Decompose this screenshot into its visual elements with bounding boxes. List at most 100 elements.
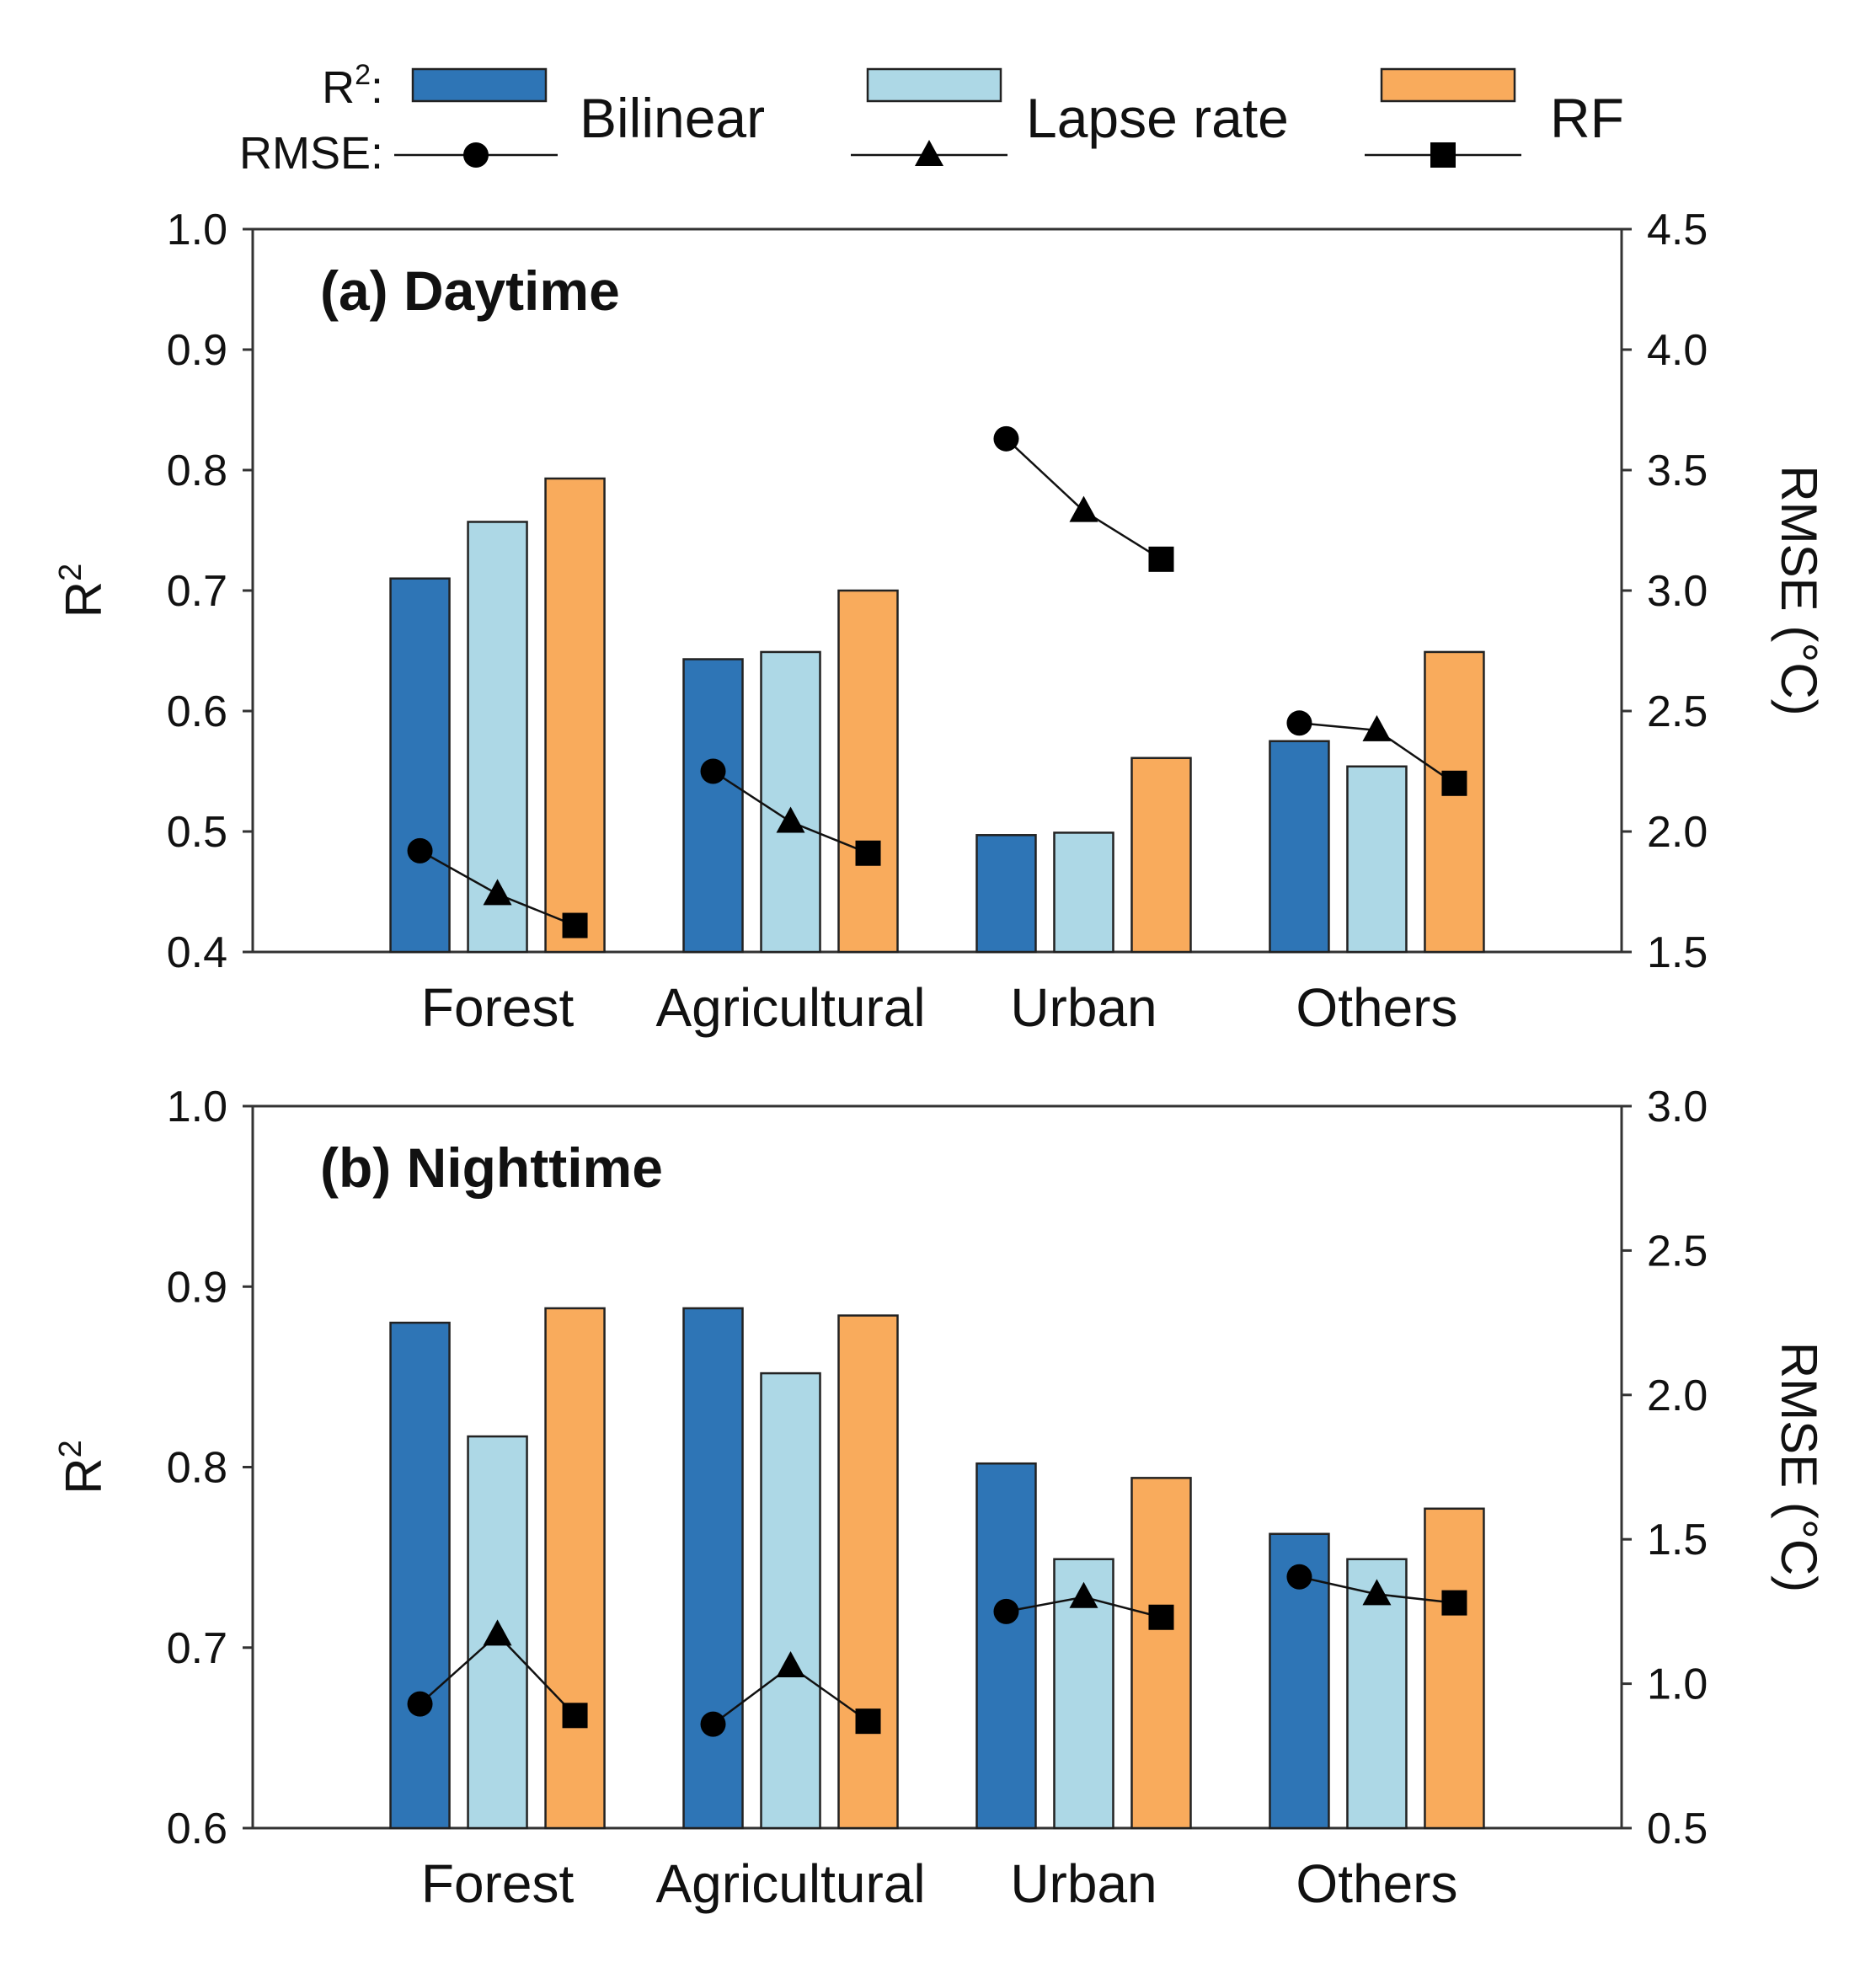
y2-tick-label: 2.0 (1647, 808, 1708, 857)
y2-axis-title: RMSE (°C) (1771, 1342, 1827, 1592)
bar-bilinear (1269, 740, 1330, 954)
rmse-point-rf (562, 912, 588, 938)
bar-bilinear (389, 1321, 451, 1830)
category-label: Agricultural (655, 1853, 925, 1914)
y2-axis-title: RMSE (°C) (1771, 465, 1827, 715)
category-label: Others (1296, 977, 1457, 1038)
y2-tick-label: 3.5 (1647, 446, 1708, 495)
rmse-point-bilinear (993, 1598, 1019, 1624)
category-label: Forest (421, 977, 575, 1038)
y-tick-label: 0.5 (167, 808, 227, 857)
rmse-point-lapse-rate (1069, 1581, 1098, 1608)
bar-bilinear (975, 834, 1037, 954)
rmse-point-rf (1441, 1590, 1467, 1616)
category-group-others: Others (1269, 650, 1485, 1038)
plot-frame (251, 1104, 1623, 1830)
rmse-point-bilinear (407, 837, 433, 864)
category-group-agricultural: Agricultural (655, 589, 926, 1038)
y2-tick-label: 3.0 (1647, 1083, 1708, 1131)
category-label: Agricultural (655, 977, 925, 1038)
y2-tick-label: 1.5 (1647, 928, 1708, 977)
bar-lapse-rate (760, 650, 821, 954)
category-label: Urban (1010, 1853, 1157, 1914)
rmse-point-lapse-rate (776, 1651, 805, 1678)
rmse-point-bilinear (1286, 710, 1312, 736)
y2-tick-label: 1.0 (1647, 1660, 1708, 1709)
bar-rf (1130, 757, 1192, 954)
y-tick-label: 1.0 (167, 206, 227, 254)
y2-tick-label: 2.5 (1647, 687, 1708, 736)
y-tick-label: 0.7 (167, 567, 227, 616)
rmse-point-bilinear (993, 425, 1019, 452)
category-group-agricultural: Agricultural (655, 1307, 926, 1914)
y2-tick-label: 4.0 (1647, 326, 1708, 375)
bar-bilinear (682, 658, 744, 954)
category-group-others: Others (1269, 1507, 1485, 1914)
rmse-point-rf (562, 1703, 588, 1729)
bar-rf (1130, 1477, 1192, 1830)
bar-lapse-rate (1346, 765, 1408, 954)
rmse-point-lapse-rate (483, 879, 512, 906)
rmse-point-lapse-rate (1362, 1579, 1392, 1606)
legend-swatch (866, 67, 1002, 103)
rmse-point-bilinear (407, 1691, 433, 1717)
category-group-urban: Urban (975, 425, 1192, 1038)
legend-rmse-key: RMSE: (239, 128, 383, 179)
bar-rf (1424, 1507, 1485, 1830)
bar-rf (837, 589, 899, 954)
bar-rf (544, 1307, 606, 1830)
y-tick-label: 0.9 (167, 1263, 227, 1312)
y-tick-label: 0.8 (167, 446, 227, 495)
category-label: Urban (1010, 977, 1157, 1038)
panel-title: (b) Nighttime (320, 1136, 663, 1199)
plot-frame (251, 227, 1623, 954)
rmse-point-lapse-rate (1362, 714, 1392, 741)
panel-title: (a) Daytime (320, 259, 620, 322)
y2-tick-label: 1.5 (1647, 1516, 1708, 1564)
rmse-point-rf (1148, 546, 1174, 572)
rmse-point-lapse-rate (1069, 495, 1098, 522)
legend-item-lapse-rate: Lapse rate (851, 67, 1289, 166)
legend-marker-circle (463, 142, 489, 168)
legend-label: Bilinear (580, 87, 765, 149)
y-axis-title: R2 (53, 564, 112, 618)
legend-items: Bilinear Lapse rate RF (394, 67, 1624, 168)
y-tick-label: 0.8 (167, 1444, 227, 1493)
legend-swatch (411, 67, 548, 103)
bar-rf (544, 477, 606, 954)
bar-bilinear (389, 577, 451, 954)
rmse-point-bilinear (700, 758, 726, 784)
rmse-point-rf (1148, 1604, 1174, 1630)
category-group-urban: Urban (975, 1462, 1192, 1914)
y2-tick-label: 4.5 (1647, 206, 1708, 254)
category-label: Forest (421, 1853, 575, 1914)
category-label: Others (1296, 1853, 1457, 1914)
y-tick-label: 0.6 (167, 687, 227, 736)
legend-marker-triangle (915, 140, 943, 166)
y-tick-label: 0.7 (167, 1624, 227, 1673)
rmse-point-lapse-rate (483, 1619, 512, 1646)
y-tick-label: 1.0 (167, 1083, 227, 1131)
rmse-point-rf (1441, 770, 1467, 796)
bar-bilinear (975, 1462, 1037, 1830)
category-group-forest: Forest (389, 1307, 606, 1914)
panel-nighttime: 0.6 0.7 0.8 0.9 1.0 0.5 1.0 1.5 2.0 2.5 3.0 R2 RMSE … (53, 1083, 1827, 1914)
y-tick-label: 0.9 (167, 326, 227, 375)
y2-tick-label: 0.5 (1647, 1805, 1708, 1853)
rmse-point-bilinear (700, 1711, 726, 1737)
panels: 0.4 0.5 0.6 0.7 0.8 0.9 1.0 1.5 2.0 2.5 3.0 3.5 4.0 4… (53, 206, 1827, 1914)
bar-bilinear (682, 1307, 744, 1830)
rmse-point-rf (855, 840, 881, 866)
y2-tick-label: 2.0 (1647, 1371, 1708, 1420)
legend-label: Lapse rate (1026, 87, 1289, 149)
legend-swatch (1380, 67, 1516, 103)
bar-lapse-rate (760, 1371, 821, 1830)
category-group-forest: Forest (389, 477, 606, 1038)
panel-daytime: 0.4 0.5 0.6 0.7 0.8 0.9 1.0 1.5 2.0 2.5 3.0 3.5 4.0 4… (53, 206, 1827, 1038)
legend: R2: RMSE: Bilinear Lapse rate RF (239, 59, 1624, 179)
rmse-point-lapse-rate (776, 806, 805, 833)
bar-lapse-rate (1053, 831, 1114, 954)
rmse-point-bilinear (1286, 1564, 1312, 1590)
y2-tick-label: 2.5 (1647, 1227, 1708, 1275)
